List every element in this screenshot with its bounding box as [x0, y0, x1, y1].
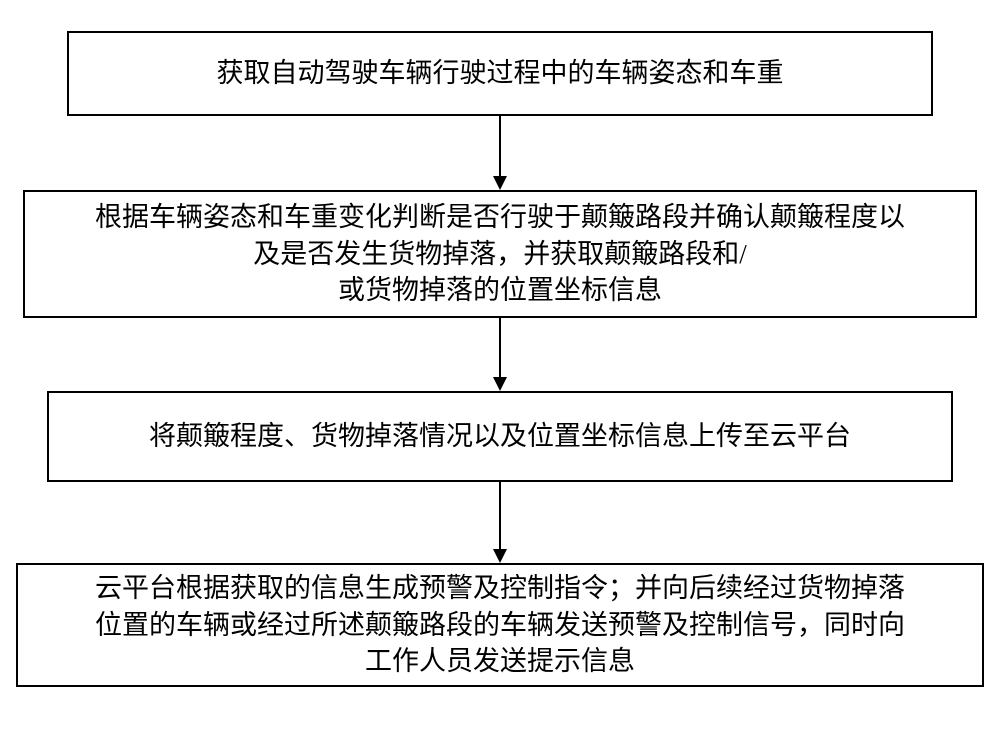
- flow-node-3: 将颠簸程度、货物掉落情况以及位置坐标信息上传至云平台: [47, 391, 953, 482]
- flow-arrow-1-2: [491, 116, 509, 190]
- flow-node-1-text: 获取自动驾驶车辆行驶过程中的车辆姿态和车重: [217, 55, 784, 91]
- flow-node-2-text: 根据车辆姿态和车重变化判断是否行驶于颠簸路段并确认颠簸程度以 及是否发生货物掉落…: [95, 199, 905, 308]
- flow-node-4: 云平台根据获取的信息生成预警及控制指令；并向后续经过货物掉落 位置的车辆或经过所…: [16, 563, 984, 687]
- flow-node-1: 获取自动驾驶车辆行驶过程中的车辆姿态和车重: [67, 31, 933, 116]
- flow-arrow-3-4: [491, 482, 509, 563]
- flow-arrow-2-3: [491, 318, 509, 391]
- flowchart-canvas: 获取自动驾驶车辆行驶过程中的车辆姿态和车重 根据车辆姿态和车重变化判断是否行驶于…: [0, 0, 1000, 734]
- flow-node-4-text: 云平台根据获取的信息生成预警及控制指令；并向后续经过货物掉落 位置的车辆或经过所…: [95, 570, 905, 679]
- flow-node-2: 根据车辆姿态和车重变化判断是否行驶于颠簸路段并确认颠簸程度以 及是否发生货物掉落…: [23, 190, 977, 318]
- flow-node-3-text: 将颠簸程度、货物掉落情况以及位置坐标信息上传至云平台: [149, 418, 851, 454]
